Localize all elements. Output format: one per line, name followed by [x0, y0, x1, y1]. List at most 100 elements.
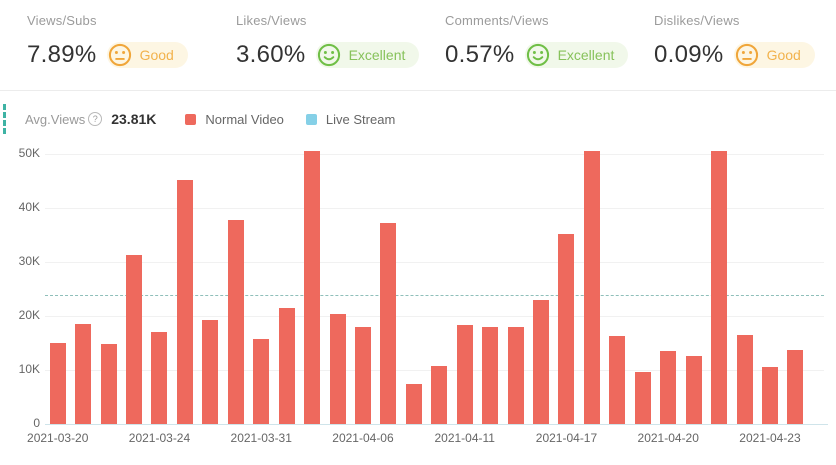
normal-video-bar[interactable] — [583, 150, 600, 424]
normal-video-bar[interactable] — [482, 327, 499, 424]
bar-slot: 2021-03-20 — [27, 154, 88, 445]
normal-video-bar[interactable] — [253, 338, 270, 424]
card-title: Dislikes/Views — [654, 13, 740, 28]
gridline — [45, 316, 824, 317]
bar-slot — [528, 154, 553, 424]
y-axis-label: 20K — [18, 308, 40, 322]
bar-slot: 2021-04-23 — [739, 154, 801, 445]
normal-video-bar[interactable] — [711, 150, 728, 424]
normal-video-bar[interactable] — [126, 254, 143, 424]
normal-video-bar[interactable] — [405, 383, 422, 424]
rating-badge: Excellent — [315, 42, 420, 68]
normal-video-bar[interactable] — [176, 179, 193, 424]
legend-label: Normal Video — [205, 111, 284, 127]
smiley-face-icon — [317, 43, 341, 67]
bar-slot: 2021-04-11 — [434, 154, 495, 445]
normal-video-bar[interactable] — [354, 327, 371, 424]
x-axis-label: 2021-04-20 — [637, 431, 699, 445]
stat-cards-row: Views/Subs 7.89% Good Likes/Views 3.60% … — [0, 0, 836, 91]
normal-video-bar[interactable] — [761, 367, 778, 424]
gridline — [45, 208, 824, 209]
normal-video-bar[interactable] — [685, 355, 702, 424]
bar-slot — [198, 154, 223, 424]
normal-video-bar[interactable] — [456, 324, 473, 424]
normal-video-bar[interactable] — [609, 335, 626, 424]
normal-video-bar[interactable] — [75, 324, 92, 424]
bar-slot: 2021-03-31 — [231, 154, 292, 445]
bar-slot — [376, 154, 401, 424]
rating-badge: Excellent — [524, 42, 629, 68]
bar-slot — [503, 154, 528, 424]
live-stream-swatch-icon — [305, 113, 317, 125]
card-likes-views: Likes/Views 3.60% Excellent — [209, 0, 420, 90]
chart-header: Avg.Views ? 23.81K Normal Video Live Str… — [0, 101, 836, 137]
bar-slot: 2021-04-17 — [536, 154, 597, 445]
x-axis-label: 2021-04-17 — [535, 431, 598, 445]
normal-video-bar[interactable] — [736, 334, 753, 424]
normal-video-bar[interactable] — [329, 313, 346, 424]
x-axis-label: 2021-03-20 — [27, 431, 89, 445]
normal-video-bar[interactable] — [660, 351, 677, 424]
bar-chart: 0 10K 20K 30K 40K 50K 2021-03-20 2021-03-24 202… — [0, 140, 836, 465]
normal-video-bar[interactable] — [431, 366, 448, 424]
bar-slot — [401, 154, 426, 424]
bar-slot — [605, 154, 630, 424]
legend-item-live-stream[interactable]: Live Stream — [305, 112, 395, 127]
avg-views-label: Avg.Views — [25, 111, 86, 127]
normal-video-bar[interactable] — [380, 222, 397, 424]
bar-slot — [427, 154, 452, 424]
help-icon[interactable]: ? — [88, 112, 103, 126]
y-axis-label: 50K — [18, 146, 40, 160]
card-value: 7.89% — [27, 41, 97, 68]
normal-video-bar[interactable] — [787, 350, 804, 424]
normal-video-bar[interactable] — [507, 326, 524, 424]
avg-views-value: 23.81K — [111, 111, 157, 127]
card-views-subs: Views/Subs 7.89% Good — [0, 0, 209, 90]
smiley-face-icon — [526, 43, 550, 67]
legend-item-normal-video[interactable]: Normal Video — [185, 112, 284, 127]
neutral-face-icon — [108, 43, 132, 67]
normal-video-bar[interactable] — [49, 343, 66, 424]
card-dislikes-views: Dislikes/Views 0.09% Good — [627, 0, 836, 90]
normal-video-bar[interactable] — [278, 308, 295, 424]
section-accent-dashes — [3, 104, 6, 134]
bar-slot — [783, 154, 808, 424]
normal-video-bar[interactable] — [304, 150, 321, 424]
normal-video-bar[interactable] — [533, 300, 550, 424]
bar-slot: 2021-04-20 — [638, 154, 699, 445]
bar-slot: 2021-04-06 — [332, 154, 394, 445]
card-value: 3.60% — [236, 41, 306, 68]
normal-video-bar[interactable] — [151, 332, 168, 424]
bar-slot — [274, 154, 299, 424]
rating-label: Excellent — [557, 47, 615, 63]
normal-video-swatch-icon — [185, 113, 197, 125]
rating-badge: Good — [733, 42, 815, 68]
normal-video-bar[interactable] — [634, 372, 651, 424]
x-axis-label: 2021-04-11 — [434, 431, 495, 445]
bars-row: 2021-03-20 2021-03-24 2021-03-31 2021-04-06… — [27, 150, 808, 445]
normal-video-bar[interactable] — [558, 234, 575, 424]
bar-slot — [299, 150, 324, 424]
bar-slot — [477, 154, 502, 424]
rating-label: Excellent — [348, 47, 406, 63]
gridline — [45, 154, 824, 155]
normal-video-bar[interactable] — [202, 319, 219, 424]
bar-slot — [681, 154, 706, 424]
normal-video-bar[interactable] — [100, 344, 117, 424]
card-title: Views/Subs — [27, 13, 97, 28]
bar-slot — [706, 150, 731, 424]
x-axis-label: 2021-03-24 — [128, 431, 191, 445]
average-line — [45, 295, 824, 297]
x-axis-label: 2021-03-31 — [230, 431, 292, 445]
normal-video-bar[interactable] — [227, 220, 244, 424]
card-title: Likes/Views — [236, 13, 307, 28]
bar-slot — [630, 154, 655, 424]
card-title: Comments/Views — [445, 13, 549, 28]
y-axis-label: 30K — [18, 254, 40, 268]
bar-slot — [172, 154, 197, 424]
bar-slot: 2021-03-24 — [129, 154, 190, 445]
gridline — [45, 262, 824, 263]
rating-badge: Good — [106, 42, 188, 68]
card-value: 0.09% — [654, 41, 724, 68]
